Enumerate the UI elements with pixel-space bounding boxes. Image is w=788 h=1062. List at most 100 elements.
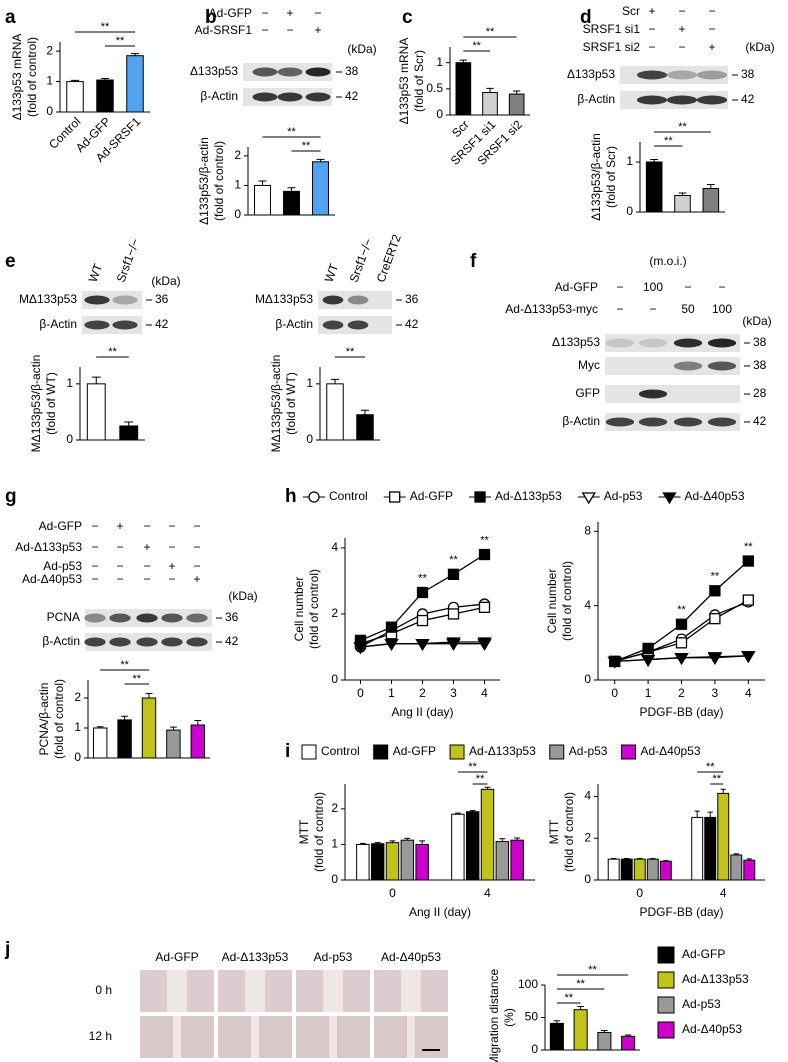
y-tick-label: 2 — [74, 690, 81, 704]
bar — [166, 729, 181, 759]
y-axis-label: (fold of WT) — [284, 372, 298, 435]
y-tick-label: 4 — [331, 540, 338, 554]
bar — [730, 854, 743, 881]
blot-header-mark: − — [168, 540, 175, 554]
blot-header-mark: − — [684, 280, 691, 294]
blot-header-mark: − — [193, 519, 200, 533]
y-tick-label: 0 — [531, 1042, 538, 1056]
y-axis-label: Δ133p53 mRNA — [10, 34, 24, 121]
marker — [385, 621, 398, 633]
bar — [621, 1035, 636, 1051]
lane-label: WT — [86, 261, 106, 284]
kda-label: 36 — [155, 292, 169, 306]
x-tick-label: 1 — [645, 686, 652, 700]
marker — [446, 637, 461, 650]
bar — [455, 62, 472, 116]
blot-row-label: MΔ133p53 — [19, 292, 77, 306]
blot-band — [347, 320, 369, 330]
blot-header-mark: − — [193, 559, 200, 573]
bar — [283, 190, 300, 216]
blot-header-mark: − — [116, 540, 123, 554]
blot-header-mark: + — [116, 519, 123, 533]
error-bar — [330, 378, 340, 384]
wound-gap — [407, 1016, 415, 1058]
bar — [549, 1022, 564, 1051]
kda-title: (kDa) — [151, 274, 180, 288]
lane-label: WT — [322, 261, 342, 284]
y-axis-label: (fold of Scr) — [604, 146, 618, 208]
wound-gap — [167, 970, 187, 1012]
error-bar — [374, 842, 381, 844]
y-tick-label: 2 — [234, 148, 241, 162]
x-tick-label: 4 — [745, 686, 752, 700]
blot-band — [638, 338, 668, 348]
blot-band — [305, 92, 331, 102]
bar — [597, 1031, 612, 1051]
y-tick-label: 0 — [234, 207, 241, 221]
error-bar — [70, 79, 80, 82]
error-bar — [459, 59, 467, 63]
blot-header-mark: − — [678, 4, 685, 18]
kda-label: 42 — [345, 89, 359, 103]
blot-row-label: Myc — [578, 358, 600, 372]
panel-label: j — [4, 939, 10, 960]
bar — [646, 858, 659, 881]
blot-header-mark: − — [261, 6, 268, 20]
blot-band — [84, 320, 110, 330]
blot-header-label: Ad-p53 — [43, 559, 82, 573]
error-bar — [720, 788, 726, 794]
blot-header-mark: + — [708, 40, 715, 54]
marker — [416, 586, 429, 599]
kda-title: (kDa) — [742, 314, 771, 328]
wound-gap — [245, 970, 265, 1012]
y-tick-label: 100 — [518, 977, 538, 991]
panel-label: f — [470, 251, 477, 272]
row-label: 12 h — [89, 1029, 112, 1043]
x-tick-label: 2 — [678, 686, 685, 700]
y-tick-label: 8 — [584, 523, 591, 537]
y-axis-label: Δ133p53 mRNA — [397, 38, 411, 125]
y-axis-label: (fold of control) — [25, 37, 39, 117]
marker — [384, 639, 399, 651]
error-bar — [145, 693, 153, 698]
kda-title: (kDa) — [745, 40, 774, 54]
blot-strip — [605, 334, 740, 352]
y-tick-label: 2 — [331, 606, 338, 620]
panel-label: b — [205, 7, 217, 28]
kda-label: 42 — [225, 634, 239, 648]
error-bar — [624, 858, 630, 860]
y-tick-label: 0 — [584, 672, 591, 686]
blot-strip — [605, 385, 740, 403]
bar — [633, 858, 646, 881]
blot-band — [638, 389, 668, 399]
blot-row-label: Δ133p53 — [190, 64, 238, 78]
error-bar — [469, 810, 476, 812]
legend-label: Control — [329, 489, 368, 503]
blot-header-mark: + — [168, 559, 175, 573]
bar — [370, 843, 385, 881]
blot-header-mark: + — [314, 23, 321, 37]
blot-band — [252, 92, 278, 102]
error-bar — [389, 840, 396, 843]
blot-band — [696, 70, 728, 80]
legend-label: Ad-Δ40p53 — [640, 744, 700, 758]
blot-header-mark: − — [116, 559, 123, 573]
blot-band — [605, 338, 635, 348]
marker — [416, 614, 429, 627]
legend-label: Ad-Δ40p53 — [684, 489, 744, 503]
y-axis-label: Δ133p53/β-actin — [589, 133, 603, 221]
panel-label: a — [5, 7, 16, 28]
significance-label: ** — [480, 534, 489, 546]
bar — [356, 414, 374, 441]
blot-band — [136, 637, 158, 647]
y-tick-label: 1 — [66, 376, 73, 390]
legend-swatch — [301, 744, 317, 760]
y-axis-label: (fold of control) — [52, 679, 66, 759]
blot-header-mark: + — [286, 6, 293, 20]
blot-band — [322, 295, 344, 305]
blot-row-label: β-Actin — [562, 414, 600, 428]
marker — [353, 642, 368, 655]
marker — [642, 642, 654, 655]
bar — [659, 860, 672, 881]
kda-label: 36 — [225, 610, 239, 624]
